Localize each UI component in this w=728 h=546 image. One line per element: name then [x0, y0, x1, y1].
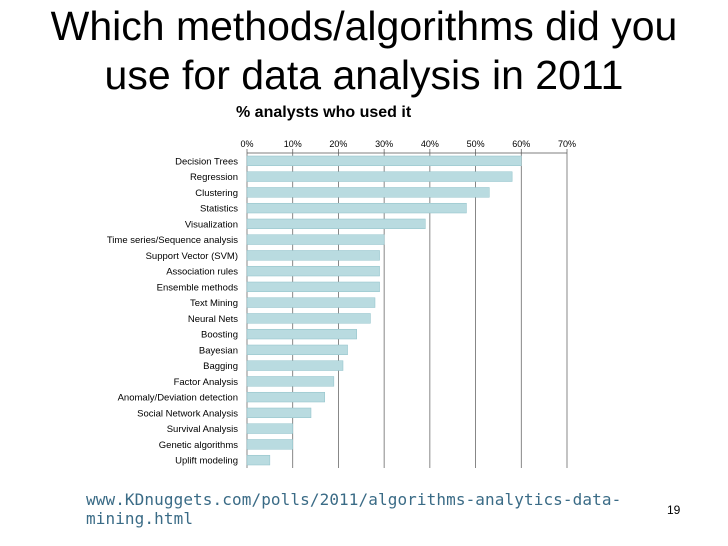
bar — [246, 234, 385, 245]
category-label: Bagging — [203, 361, 238, 372]
category-label: Decision Trees — [175, 156, 238, 167]
x-tick-label: 30% — [375, 139, 393, 149]
category-label: Social Network Analysis — [137, 408, 238, 419]
bar — [246, 187, 490, 198]
bar — [246, 265, 380, 277]
slide-title-line-2: use for data analysis in 2011 — [104, 52, 624, 98]
bar — [246, 171, 513, 182]
x-tick-label: 60% — [512, 139, 530, 149]
category-label: Neural Nets — [188, 314, 238, 325]
bar — [246, 313, 371, 324]
bar — [246, 155, 522, 167]
x-tick-label: 20% — [329, 139, 347, 149]
category-label: Anomaly/Deviation detection — [118, 393, 238, 404]
category-label: Association rules — [166, 267, 238, 278]
bar — [246, 202, 467, 214]
category-label: Support Vector (SVM) — [146, 251, 238, 262]
bar — [246, 423, 293, 434]
category-label: Factor Analysis — [174, 377, 239, 388]
x-tick-label: 70% — [558, 139, 576, 149]
bar — [246, 218, 426, 230]
x-tick-label: 50% — [467, 139, 485, 149]
category-label: Statistics — [200, 204, 238, 215]
category-label: Regression — [190, 172, 238, 183]
category-label: Ensemble methods — [157, 282, 239, 293]
chart-title: % analysts who used it — [236, 104, 412, 121]
category-label: Visualization — [185, 219, 238, 230]
category-label: Time series/Sequence analysis — [107, 235, 238, 246]
category-label: Genetic algorithms — [159, 440, 238, 451]
bar — [246, 250, 380, 261]
bar — [246, 328, 357, 340]
bar — [246, 407, 312, 419]
x-tick-label: 40% — [421, 139, 439, 149]
slide-title-line-1: Which methods/algorithms did you — [50, 3, 678, 49]
bar — [246, 344, 348, 356]
bar — [246, 360, 344, 371]
slide-title: Which methods/algorithms did you use for… — [0, 2, 728, 100]
bar — [246, 297, 376, 308]
bar — [246, 454, 271, 466]
bar — [246, 281, 380, 293]
category-label: Clustering — [195, 188, 238, 199]
x-tick-label: 10% — [284, 139, 302, 149]
bar — [246, 376, 335, 387]
category-label: Text Mining — [190, 298, 238, 309]
source-url[interactable]: www.KDnuggets.com/polls/2011/algorithms-… — [86, 490, 622, 528]
bar — [246, 439, 293, 450]
category-label: Survival Analysis — [167, 424, 239, 435]
bar — [246, 391, 325, 403]
x-tick-label: 0% — [240, 139, 253, 149]
category-label: Boosting — [201, 330, 238, 341]
category-label: Uplift modeling — [175, 456, 238, 467]
slide-number: 19 — [667, 503, 681, 517]
category-label: Bayesian — [199, 345, 238, 356]
